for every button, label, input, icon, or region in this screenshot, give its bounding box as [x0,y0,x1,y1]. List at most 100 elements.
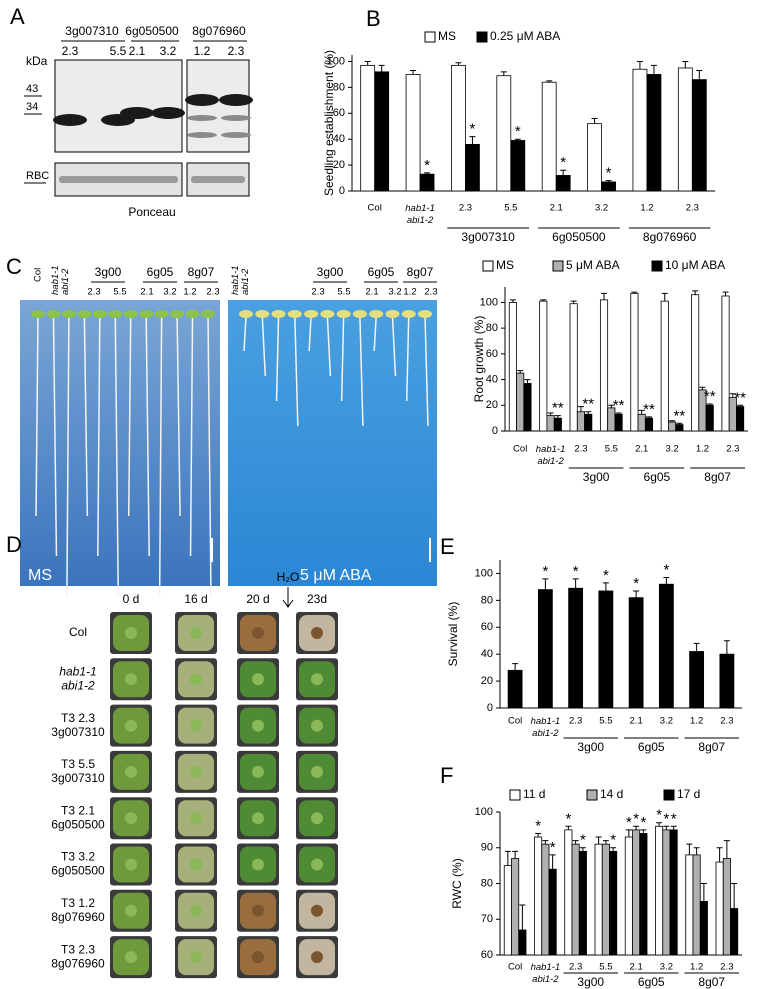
significance-mark: * [640,814,646,831]
error-bar [512,850,519,859]
arrow-head [282,599,294,608]
significance-mark: ** [613,397,625,414]
bar [632,829,641,956]
bar [644,417,654,432]
error-bar [535,832,542,838]
rosette-center [125,673,137,686]
x-tick-label: 5.5 [605,444,618,455]
day-label: 20 d [246,592,269,606]
root [114,315,120,597]
error-bar [656,822,663,827]
y-tick-label: 20 [333,159,345,171]
bar [614,413,623,432]
error-bar [605,180,612,182]
rosette-center [125,765,137,778]
error-bar [661,292,668,302]
x-tick-label: 2.1 [550,203,563,214]
bar [628,597,644,709]
seedling [385,310,400,318]
rosette-center [190,765,202,778]
error-bar [504,850,511,866]
rosette-center [311,765,323,778]
significance-mark: * [606,165,612,182]
rosette-center [252,904,264,917]
significance-mark: * [603,567,609,584]
x-tick-label: 1.2 [696,444,709,455]
significance-mark: * [633,575,639,592]
significance-mark: * [573,563,579,580]
legend-label: 14 d [600,787,623,801]
rubisco-band [191,176,245,183]
group-label: 3g00 [577,975,604,989]
error-bar [591,117,598,124]
bar [601,843,610,956]
root [158,315,163,597]
rosette-center [311,904,323,917]
line-label: 3.2 [160,44,177,58]
y-tick-label: 80 [486,322,498,334]
bar [564,829,573,956]
seedling [154,310,169,318]
seedling [123,310,138,318]
error-bar [542,840,549,845]
y-tick-label: 40 [486,373,498,385]
bar [658,583,674,709]
mutant-label: hab1-1abi1-2 [230,265,251,295]
bar [451,64,466,192]
y-tick-label: 100 [480,296,498,308]
x-tick-label: 2.1 [630,716,643,727]
rosette-center [311,812,323,825]
mutant-label: hab1-1abi1-2 [50,265,71,295]
significance-mark: ** [582,396,594,413]
bar [569,303,578,432]
bar [685,854,694,956]
root [308,315,312,352]
error-bar [633,590,640,598]
row-label: abi1-2 [61,678,95,692]
root [405,315,410,402]
faint-band [187,115,217,121]
faint-band [221,132,251,138]
significance-mark: ** [704,388,716,405]
bar [555,175,571,192]
error-bar [640,829,647,834]
rosette-center [190,858,202,871]
bar [537,589,553,709]
y-tick-label: 100 [475,806,493,818]
strain-label: 8g076960 [192,24,246,38]
legend-swatch [476,31,488,43]
bar [691,79,707,192]
error-bar [469,136,476,145]
x-tick-label: 2.1 [630,962,643,973]
legend-label: 10 μM ABA [665,258,725,272]
error-bar [364,60,371,66]
root [66,315,70,597]
x-tick-label: 5.5 [504,203,517,214]
root [326,315,332,377]
bar [548,868,557,956]
x-tick-label: 3.2 [660,962,673,973]
panel-label: A [10,4,25,29]
error-bar [602,582,609,591]
significance-mark: * [671,810,677,827]
root [97,315,101,557]
error-bar [542,578,549,590]
x-tick-label: 2.3 [686,203,699,214]
plate-caption: 5 μM ABA [300,567,372,584]
error-bar [663,576,670,585]
seedling [287,310,302,318]
y-tick-label: 0 [339,185,345,197]
root [294,315,299,427]
bar [578,850,587,956]
line-label: 2.3 [62,44,79,58]
error-bar [693,642,700,652]
x-tick-label: 3.2 [665,444,678,455]
bar [496,75,512,192]
panel-label: E [440,534,455,559]
seedling [320,310,335,318]
error-bar [517,370,524,374]
rosette-center [311,673,323,686]
rosette-center [252,627,264,639]
bar [546,415,555,432]
bar [516,372,525,432]
